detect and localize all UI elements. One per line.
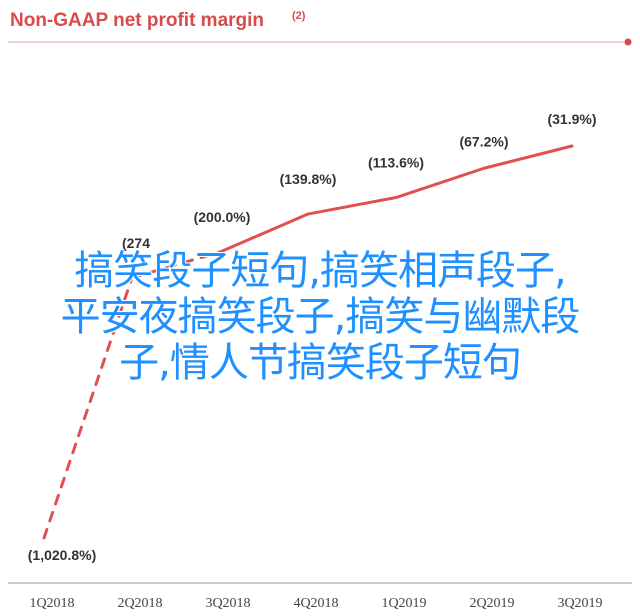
chart-marks: (1,020.8%) (274 (200.0%) (139.8%) (113.6%) (6…	[28, 111, 597, 563]
data-label: (139.8%)	[280, 171, 337, 187]
x-tick-label: 1Q2019	[381, 596, 426, 611]
line-segment	[306, 196, 398, 216]
title-divider-end	[624, 38, 632, 46]
overlay-line-3: 子,情人节搞笑段子短句	[119, 340, 522, 386]
data-label: (67.2%)	[459, 133, 508, 149]
x-axis-ticks: 1Q2018 2Q2018 3Q2018 4Q2018 1Q2019 2Q2019 3Q20…	[29, 596, 602, 611]
overlay-line-2: 平安夜搞笑段子,搞笑与幽默段	[60, 294, 581, 340]
overlay-line-1: 搞笑段子短句,搞笑相声段子,	[74, 248, 566, 294]
line-segment	[42, 276, 134, 540]
x-tick-label: 3Q2018	[205, 596, 250, 611]
chart-title-note: (2)	[292, 10, 306, 22]
x-tick-label: 1Q2018	[29, 596, 74, 611]
data-label: (113.6%)	[368, 155, 424, 171]
data-label: (31.9%)	[547, 111, 596, 127]
x-tick-label: 2Q2018	[117, 596, 162, 611]
data-label: (1,020.8%)	[28, 547, 96, 563]
data-label: (274	[122, 235, 150, 251]
line-segment	[130, 250, 222, 280]
line-segment	[394, 166, 486, 200]
line-segment	[482, 144, 574, 170]
x-tick-label: 3Q2019	[557, 596, 602, 611]
line-segment	[218, 212, 310, 254]
chart-title: Non-GAAP net profit margin	[10, 10, 264, 31]
x-tick-label: 2Q2019	[469, 596, 514, 611]
overlay-text: 搞笑段子短句,搞笑相声段子, 平安夜搞笑段子,搞笑与幽默段 子,情人节搞笑段子短…	[0, 248, 640, 386]
x-tick-label: 4Q2018	[293, 596, 338, 611]
data-label: (200.0%)	[194, 209, 251, 225]
